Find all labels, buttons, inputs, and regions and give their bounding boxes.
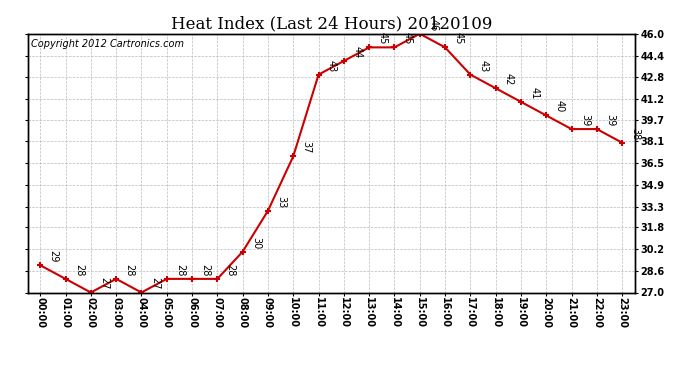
Text: 29: 29 <box>48 250 59 262</box>
Text: 38: 38 <box>631 128 640 140</box>
Text: 30: 30 <box>251 237 261 249</box>
Text: 45: 45 <box>403 32 413 45</box>
Text: 42: 42 <box>504 73 514 86</box>
Title: Heat Index (Last 24 Hours) 20120109: Heat Index (Last 24 Hours) 20120109 <box>170 15 492 32</box>
Text: 28: 28 <box>226 264 236 276</box>
Text: 27: 27 <box>150 277 160 290</box>
Text: 39: 39 <box>580 114 590 126</box>
Text: 28: 28 <box>175 264 185 276</box>
Text: 43: 43 <box>479 60 489 72</box>
Text: 41: 41 <box>529 87 540 99</box>
Text: 46: 46 <box>428 19 438 31</box>
Text: 28: 28 <box>200 264 210 276</box>
Text: 43: 43 <box>327 60 337 72</box>
Text: 39: 39 <box>605 114 615 126</box>
Text: 27: 27 <box>99 277 109 290</box>
Text: 28: 28 <box>124 264 135 276</box>
Text: 33: 33 <box>276 196 286 208</box>
Text: 44: 44 <box>352 46 362 58</box>
Text: 37: 37 <box>302 141 312 153</box>
Text: Copyright 2012 Cartronics.com: Copyright 2012 Cartronics.com <box>30 39 184 49</box>
Text: 45: 45 <box>377 32 388 45</box>
Text: 45: 45 <box>453 32 464 45</box>
Text: 40: 40 <box>555 100 564 112</box>
Text: 28: 28 <box>74 264 84 276</box>
